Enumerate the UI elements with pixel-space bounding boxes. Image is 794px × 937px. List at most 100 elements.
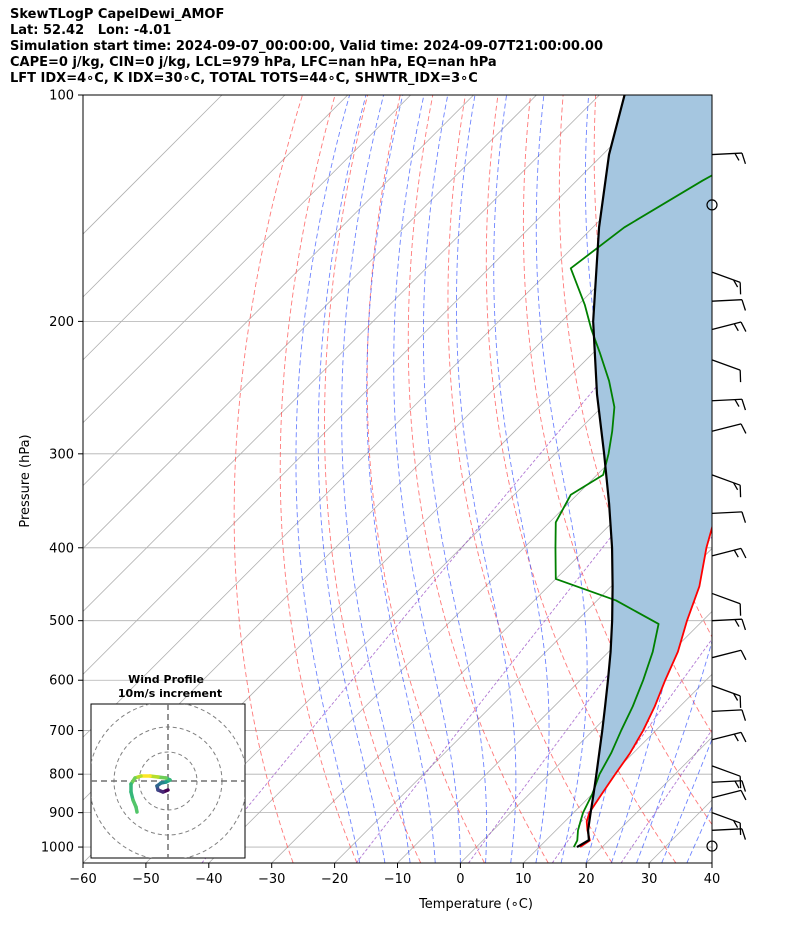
wind-profile-inset: Wind Profile 10m/s increment xyxy=(90,673,246,859)
inset-title: Wind Profile xyxy=(128,673,204,686)
x-tick-label: −40 xyxy=(195,872,222,887)
x-tick-label: 30 xyxy=(641,872,658,887)
wind-barb xyxy=(711,709,747,721)
wind-barb xyxy=(711,547,747,559)
y-tick-label: 200 xyxy=(49,315,74,330)
moist-adiabat xyxy=(341,95,411,863)
y-tick-label: 400 xyxy=(49,541,74,556)
wind-barb xyxy=(706,840,718,852)
isotherm-gridline xyxy=(271,422,712,863)
isotherm-gridline xyxy=(83,95,474,487)
mixing-ratio-line xyxy=(551,638,712,863)
y-tick-label: 900 xyxy=(49,806,74,821)
y-tick-label: 700 xyxy=(49,724,74,739)
wind-barb xyxy=(711,780,747,792)
cape-cin-shading xyxy=(576,95,712,848)
wind-barb xyxy=(711,731,747,743)
moist-adiabat xyxy=(686,805,712,863)
wind-barbs xyxy=(706,152,747,852)
dry-adiabat xyxy=(447,95,613,863)
y-tick-label: 100 xyxy=(49,89,74,104)
moist-adiabat xyxy=(295,95,361,863)
wind-barb xyxy=(711,618,747,631)
dry-adiabat xyxy=(233,95,303,863)
wind-barb xyxy=(706,199,718,211)
moist-adiabat xyxy=(636,95,712,863)
chart-title: SkewTLogP CapelDewi_AMOF xyxy=(10,7,225,22)
x-tick-label: −50 xyxy=(132,872,159,887)
wind-barb xyxy=(711,789,747,801)
isotherm-gridline xyxy=(83,95,286,298)
wind-barb xyxy=(711,765,742,789)
moist-adiabat xyxy=(366,95,436,863)
isotherm-gridline xyxy=(83,95,349,361)
dry-adiabat xyxy=(366,95,485,863)
x-tick-label: 10 xyxy=(515,872,532,887)
inset-subtitle: 10m/s increment xyxy=(118,687,222,700)
hodograph-segment xyxy=(134,805,139,814)
isotherm-gridline xyxy=(397,547,712,863)
mixing-ratio-line xyxy=(468,535,712,863)
wind-barb xyxy=(711,592,742,616)
x-axis-label: Temperature (∘C) xyxy=(418,897,533,912)
wind-barb xyxy=(711,685,742,708)
x-tick-label: −10 xyxy=(384,872,411,887)
dry-adiabat xyxy=(726,95,794,863)
wind-barb xyxy=(711,828,747,840)
wind-barb xyxy=(711,359,742,383)
moist-adiabat xyxy=(456,95,517,863)
wind-barb xyxy=(711,271,742,295)
parcel-path-line xyxy=(576,95,626,849)
moist-adiabat xyxy=(535,95,588,863)
convective-parameters: CAPE=0 j/kg, CIN=0 j/kg, LCL=979 hPa, LF… xyxy=(10,55,497,70)
simulation-times: Simulation start time: 2024-09-07_00:00:… xyxy=(10,39,603,54)
x-tick-label: −60 xyxy=(69,872,96,887)
isotherm-gridline xyxy=(208,359,712,863)
isotherm-gridline xyxy=(460,610,712,863)
y-tick-label: 1000 xyxy=(41,841,74,856)
dry-adiabat xyxy=(407,95,549,863)
isotherm-gridline xyxy=(334,485,712,863)
wind-barb xyxy=(711,299,747,311)
dewpoint-line xyxy=(554,174,712,848)
wind-barb xyxy=(711,152,747,165)
isotherm-gridline xyxy=(83,107,712,738)
wind-barb xyxy=(711,511,747,523)
dry-adiabat xyxy=(759,95,794,863)
moist-adiabat xyxy=(422,95,488,863)
isotherm-gridline xyxy=(83,95,663,675)
moist-adiabat xyxy=(317,95,386,863)
y-tick-label: 800 xyxy=(49,768,74,783)
wind-barb xyxy=(711,474,742,498)
profile-lines xyxy=(554,95,712,849)
dry-adiabat xyxy=(324,95,422,863)
isotherm-gridline xyxy=(83,95,411,424)
isotherm-gridline xyxy=(523,673,712,863)
isotherm-gridline xyxy=(83,95,223,235)
y-axis-label: Pressure (hPa) xyxy=(18,434,33,527)
temperature-line xyxy=(579,524,712,848)
dry-adiabat xyxy=(558,95,712,735)
isotherm-gridline xyxy=(83,95,537,550)
wind-barb xyxy=(711,812,742,835)
moist-adiabat xyxy=(493,95,550,863)
axes: −60 −50 −40 −30 −20 −10 0 10 20 30 40 100 200 300 400 5… xyxy=(41,89,720,888)
x-tick-label: 0 xyxy=(456,872,464,887)
mixing-ratio-line xyxy=(355,409,712,863)
chart-title-block: SkewTLogP CapelDewi_AMOF Lat: 52.42 Lon:… xyxy=(10,7,780,87)
wind-barb xyxy=(711,423,747,434)
dry-adiabat xyxy=(279,95,358,863)
y-tick-label: 500 xyxy=(49,614,74,629)
moist-adiabat xyxy=(661,738,712,863)
y-tick-label: 300 xyxy=(49,447,74,462)
x-tick-label: −20 xyxy=(321,872,348,887)
dry-adiabat xyxy=(485,95,677,863)
wind-barb xyxy=(711,398,747,411)
wind-barb xyxy=(711,321,747,332)
stability-indices: LFT IDX=4∘C, K IDX=30∘C, TOTAL TOTS=44∘C… xyxy=(10,71,478,86)
x-tick-label: −30 xyxy=(258,872,285,887)
x-tick-label: 20 xyxy=(578,872,595,887)
dry-adiabat xyxy=(522,95,712,826)
isotherm-gridline xyxy=(145,296,712,863)
